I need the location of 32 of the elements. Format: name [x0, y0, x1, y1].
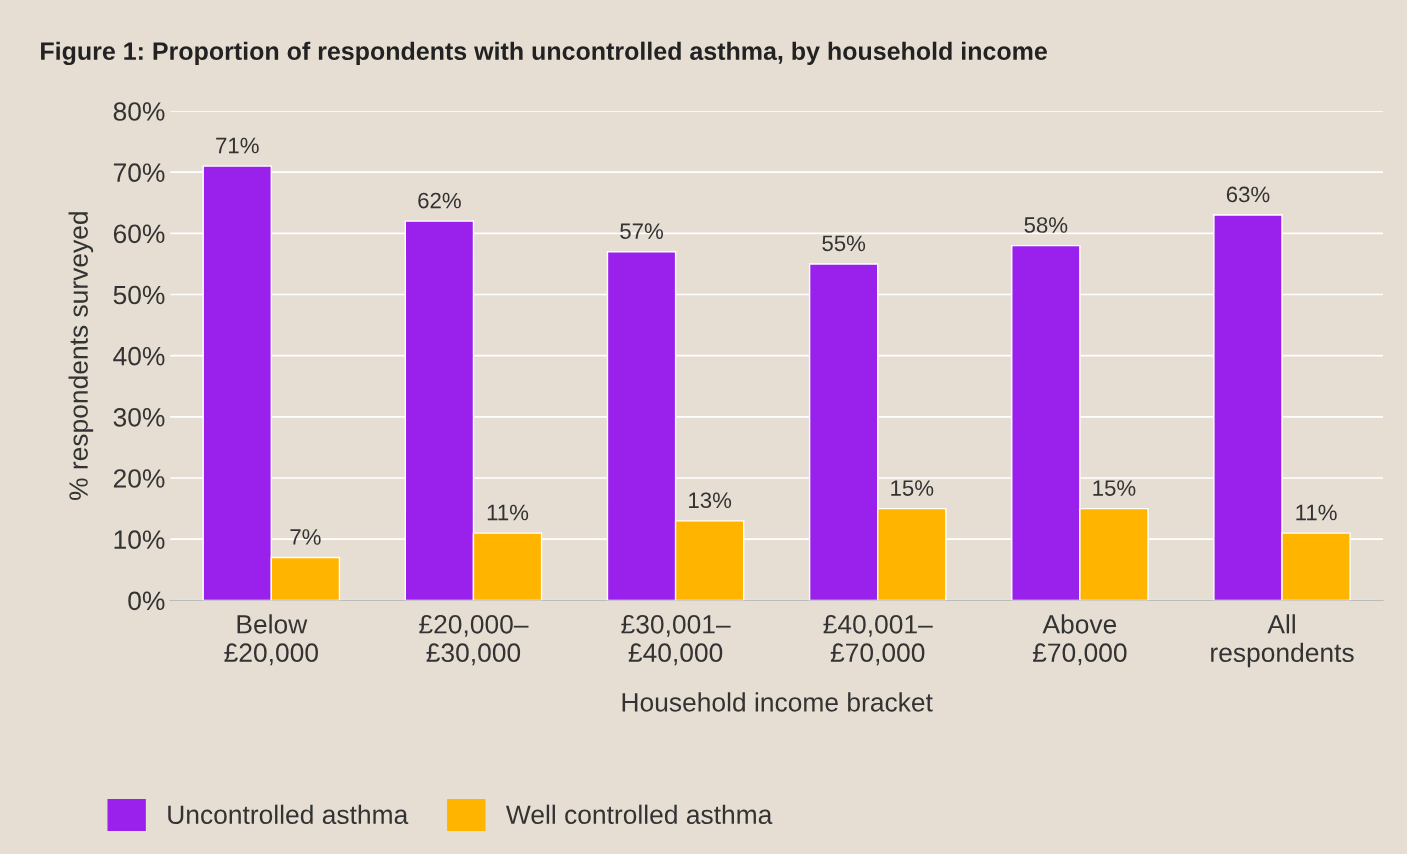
data-label: 7%	[290, 529, 321, 545]
x-axis-title: Household income bracket	[622, 692, 933, 712]
y-tick-label: 20%	[113, 469, 165, 488]
y-tick-label: 50%	[113, 285, 165, 305]
x-tick-label: £30,001– £40,000	[621, 614, 731, 666]
y-tick-label: 60%	[113, 224, 165, 244]
y-tick-label: 70%	[113, 163, 165, 183]
data-label: 71%	[216, 137, 259, 154]
y-tick-label: 30%	[113, 407, 165, 427]
x-tick-label: £20,000– £30,000	[419, 614, 529, 666]
data-label: 11%	[487, 504, 529, 521]
data-label: 58%	[1024, 217, 1068, 233]
y-tick-label: 10%	[114, 530, 165, 550]
y-tick-label: 0%	[128, 591, 165, 611]
x-tick-label: Above £70,000	[1032, 614, 1127, 666]
data-label: 13%	[689, 492, 732, 509]
y-tick-label: 80%	[113, 102, 165, 121]
data-label: 55%	[822, 235, 866, 252]
x-tick-label: £40,001– £70,000	[823, 614, 933, 666]
x-tick-label: All respondents	[1211, 614, 1354, 668]
legend-label: Well controlled asthma	[505, 804, 773, 825]
data-label: 62%	[418, 192, 461, 209]
legend-label: Uncontrolled asthma	[168, 804, 409, 825]
data-label: 15%	[1093, 480, 1136, 496]
data-label: 63%	[1226, 186, 1270, 203]
y-tick-label: 40%	[113, 346, 165, 366]
data-label: 57%	[620, 223, 663, 239]
data-label: 15%	[891, 480, 934, 496]
x-tick-label: Below £20,000	[224, 614, 318, 666]
data-label: 11%	[1296, 504, 1337, 521]
y-axis-title: % respondents surveyed	[68, 212, 94, 500]
chart-title: Figure 1: Proportion of respondents with uncontrolled asthma, by household income	[41, 41, 1047, 66]
